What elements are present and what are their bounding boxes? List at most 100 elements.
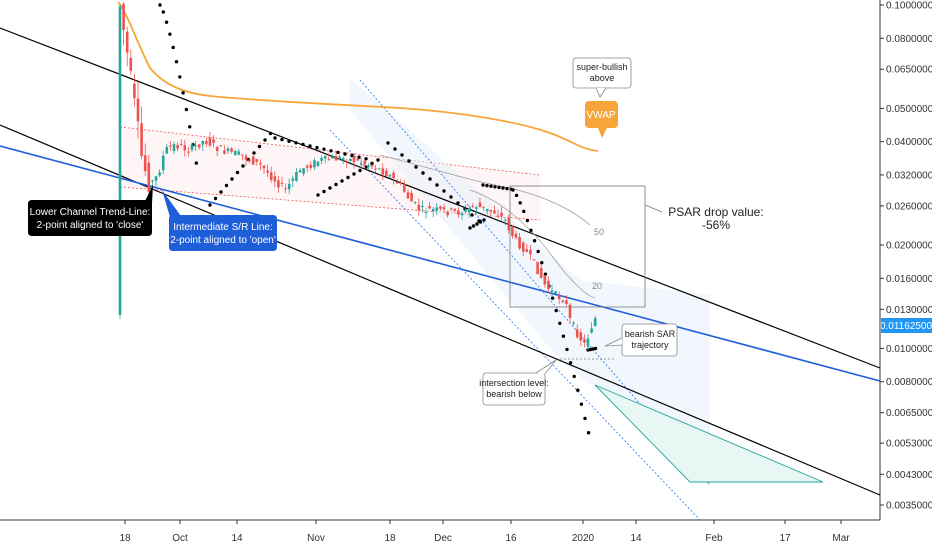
candle-body[interactable] xyxy=(525,249,529,252)
candle-body[interactable] xyxy=(496,215,500,217)
candle-body[interactable] xyxy=(446,211,449,216)
candle-body[interactable] xyxy=(338,156,341,160)
candle-body[interactable] xyxy=(493,210,496,214)
candle-body[interactable] xyxy=(385,170,388,177)
candle-body[interactable] xyxy=(262,165,266,169)
candle-body[interactable] xyxy=(212,139,215,143)
candle-body[interactable] xyxy=(183,145,187,151)
candle-body[interactable] xyxy=(284,188,287,190)
candle-body[interactable] xyxy=(219,145,223,147)
candle-body[interactable] xyxy=(251,156,255,165)
candle-body[interactable] xyxy=(320,157,323,161)
candle-body[interactable] xyxy=(233,150,237,156)
candle-body[interactable] xyxy=(424,212,428,214)
candle-body[interactable] xyxy=(467,208,471,213)
candle-body[interactable] xyxy=(442,207,446,210)
candle-body[interactable] xyxy=(485,208,489,212)
candle-body[interactable] xyxy=(341,158,345,161)
candle-body[interactable] xyxy=(223,150,226,154)
candle-body[interactable] xyxy=(532,259,536,261)
candle-body[interactable] xyxy=(457,210,460,215)
candle-body[interactable] xyxy=(287,183,291,190)
candle-body[interactable] xyxy=(593,318,597,326)
candle-body[interactable] xyxy=(579,332,583,341)
candle-body[interactable] xyxy=(392,172,395,179)
candle-body[interactable] xyxy=(478,202,482,208)
candle-body[interactable] xyxy=(464,209,467,212)
intermediate-sr-callout[interactable]: Intermediate S/R Line: 2-point aligned t… xyxy=(162,190,277,251)
candle-body[interactable] xyxy=(439,206,442,209)
candle-body[interactable] xyxy=(529,249,532,255)
candle-body[interactable] xyxy=(381,168,385,175)
candle-body[interactable] xyxy=(140,123,143,156)
candle-body[interactable] xyxy=(309,164,313,168)
candle-body[interactable] xyxy=(151,180,154,182)
candle-body[interactable] xyxy=(568,304,572,318)
candle-body[interactable] xyxy=(435,207,439,211)
candle-body[interactable] xyxy=(500,212,503,217)
candle-body[interactable] xyxy=(129,57,133,71)
candles[interactable] xyxy=(118,2,597,351)
candle-body[interactable] xyxy=(431,208,435,212)
candle-body[interactable] xyxy=(176,145,179,149)
candle-body[interactable] xyxy=(475,207,478,209)
candle-body[interactable] xyxy=(147,162,151,192)
candle-body[interactable] xyxy=(208,137,212,146)
candle-body[interactable] xyxy=(403,184,406,192)
candle-body[interactable] xyxy=(586,338,590,347)
candle-body[interactable] xyxy=(356,158,359,161)
candle-body[interactable] xyxy=(334,156,338,161)
candle-body[interactable] xyxy=(359,163,363,165)
candle-body[interactable] xyxy=(590,328,593,333)
candle-body[interactable] xyxy=(575,329,579,338)
candle-body[interactable] xyxy=(136,98,140,122)
candle-body[interactable] xyxy=(489,209,493,212)
candle-body[interactable] xyxy=(521,242,525,252)
candle-body[interactable] xyxy=(331,156,334,159)
candle-body[interactable] xyxy=(201,140,205,145)
candle-body[interactable] xyxy=(259,162,262,165)
candle-body[interactable] xyxy=(327,159,331,161)
candle-body[interactable] xyxy=(417,204,421,211)
candle-body[interactable] xyxy=(172,144,176,151)
candle-body[interactable] xyxy=(248,159,251,161)
candle-body[interactable] xyxy=(226,148,230,152)
candle-body[interactable] xyxy=(269,172,273,180)
candle-body[interactable] xyxy=(557,295,561,300)
candle-body[interactable] xyxy=(205,141,208,144)
candle-body[interactable] xyxy=(244,155,248,160)
candle-body[interactable] xyxy=(169,145,172,147)
candle-body[interactable] xyxy=(295,172,298,181)
candle-body[interactable] xyxy=(316,161,320,166)
candle-body[interactable] xyxy=(514,233,518,238)
candle-body[interactable] xyxy=(165,146,169,154)
candle-body[interactable] xyxy=(453,208,457,211)
candle-body[interactable] xyxy=(158,172,161,176)
candle-body[interactable] xyxy=(395,181,399,184)
lower-channel-callout[interactable]: Lower Channel Trend-Line: 2-point aligne… xyxy=(28,185,153,236)
candle-body[interactable] xyxy=(122,3,125,30)
candle-body[interactable] xyxy=(125,31,129,53)
candle-body[interactable] xyxy=(194,145,197,147)
candle-body[interactable] xyxy=(255,159,259,162)
candle-body[interactable] xyxy=(536,261,539,275)
intermediate-sr-line[interactable] xyxy=(0,145,881,382)
candle-body[interactable] xyxy=(511,226,514,236)
candle-body[interactable] xyxy=(161,155,165,171)
candle-body[interactable] xyxy=(406,192,410,199)
candle-body[interactable] xyxy=(518,237,521,249)
candle-body[interactable] xyxy=(118,6,122,315)
candle-body[interactable] xyxy=(572,322,575,324)
candle-body[interactable] xyxy=(345,161,349,163)
candle-body[interactable] xyxy=(370,165,374,167)
candle-body[interactable] xyxy=(460,213,464,216)
candle-body[interactable] xyxy=(482,206,485,208)
candle-body[interactable] xyxy=(377,168,381,170)
candle-body[interactable] xyxy=(280,182,284,184)
upper-channel-trend-line[interactable] xyxy=(0,27,881,369)
candle-body[interactable] xyxy=(413,201,417,203)
candle-body[interactable] xyxy=(503,219,507,221)
candle-body[interactable] xyxy=(352,156,356,163)
time-axis[interactable]: 18 Oct 14 Nov 18 Dec 16 2020 14 Feb 17 Mar xyxy=(119,520,850,544)
